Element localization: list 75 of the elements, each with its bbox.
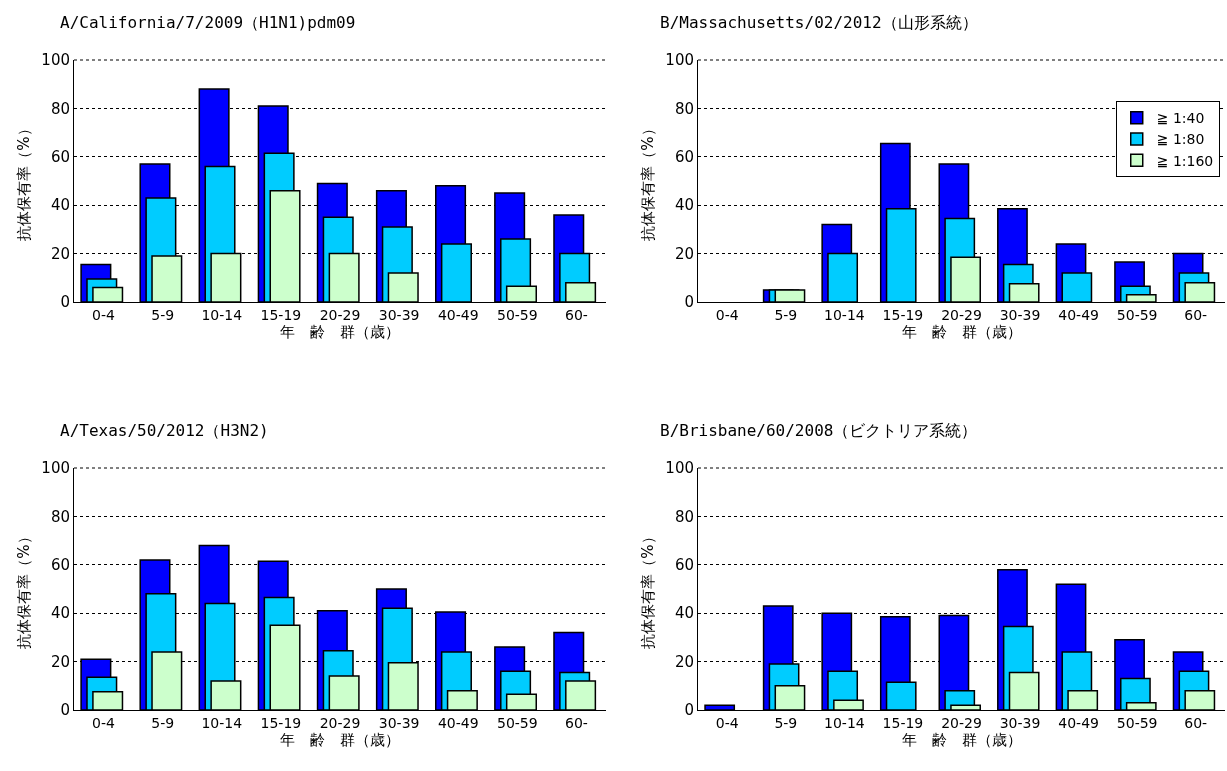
y-tick-label: 80: [674, 99, 694, 118]
y-tick-label: 0: [684, 701, 694, 720]
y-tick-label: 60: [674, 148, 694, 167]
x-tick-label: 60-: [565, 306, 588, 323]
legend-label: ≧ 1:80: [1156, 131, 1205, 148]
x-tick-label: 30-39: [378, 714, 420, 731]
x-tick-label: 30-39: [999, 306, 1041, 323]
x-tick-label: 5-9: [774, 306, 798, 323]
y-axis-title: 抗体保有率（%）: [14, 529, 33, 649]
y-tick-label: 80: [50, 99, 70, 118]
y-tick-label: 80: [50, 507, 70, 526]
x-axis-title: 年 齢 群（歳）: [280, 322, 400, 341]
x-tick-label: 40-49: [1058, 306, 1099, 323]
legend-label: ≧ 1:40: [1156, 110, 1205, 127]
x-tick-label: 15-19: [882, 306, 924, 323]
y-tick-label: 60: [50, 556, 70, 575]
x-tick-label: 20-29: [941, 306, 982, 323]
y-axis-title: 抗体保有率（%）: [638, 529, 657, 649]
x-tick-label: 5-9: [774, 714, 798, 731]
x-tick-label: 30-39: [378, 306, 420, 323]
x-tick-label: 10-14: [201, 306, 243, 323]
chart-title: A/California/7/2009（H1N1)pdm09: [60, 12, 356, 32]
chart-title: B/Brisbane/60/2008（ビクトリア系統）: [660, 420, 978, 440]
x-tick-label: 15-19: [260, 306, 302, 323]
y-tick-label: 40: [674, 196, 694, 215]
x-tick-label: 30-39: [999, 714, 1041, 731]
y-tick-label: 80: [674, 507, 694, 526]
x-tick-label: 0-4: [715, 714, 739, 731]
x-axis-title: 年 齢 群（歳）: [280, 730, 400, 749]
y-tick-label: 20: [674, 244, 694, 263]
y-tick-label: 40: [674, 604, 694, 623]
y-tick-label: 40: [50, 604, 70, 623]
y-tick-label: 0: [60, 701, 70, 720]
y-tick-label: 100: [41, 459, 70, 478]
x-tick-label: 40-49: [437, 306, 479, 323]
x-tick-label: 50-59: [496, 306, 538, 323]
y-tick-label: 20: [674, 652, 694, 671]
x-tick-label: 50-59: [496, 714, 538, 731]
x-tick-label: 10-14: [824, 714, 865, 731]
y-tick-label: 20: [50, 652, 70, 671]
x-tick-label: 0-4: [715, 306, 739, 323]
x-tick-label: 60-: [1184, 714, 1208, 731]
y-tick-label: 100: [665, 459, 694, 478]
x-tick-label: 0-4: [92, 306, 116, 323]
chart-title: B/Massachusetts/02/2012（山形系統）: [660, 12, 978, 32]
x-tick-label: 60-: [565, 714, 588, 731]
x-tick-label: 15-19: [260, 714, 302, 731]
y-tick-label: 20: [50, 244, 70, 263]
x-tick-label: 40-49: [1058, 714, 1099, 731]
y-tick-label: 0: [60, 293, 70, 312]
x-tick-label: 10-14: [824, 306, 865, 323]
y-tick-label: 40: [50, 196, 70, 215]
x-tick-label: 5-9: [151, 714, 175, 731]
y-tick-label: 60: [674, 556, 694, 575]
x-tick-label: 20-29: [319, 306, 361, 323]
y-axis-title: 抗体保有率（%）: [14, 121, 33, 241]
x-tick-label: 50-59: [1116, 306, 1158, 323]
x-tick-label: 15-19: [882, 714, 924, 731]
y-tick-label: 0: [684, 293, 694, 312]
x-tick-label: 0-4: [92, 714, 116, 731]
x-tick-label: 20-29: [941, 714, 982, 731]
x-tick-label: 50-59: [1116, 714, 1158, 731]
y-tick-label: 100: [665, 51, 694, 70]
x-tick-label: 40-49: [437, 714, 479, 731]
x-axis-title: 年 齢 群（歳）: [901, 730, 1022, 749]
x-tick-label: 60-: [1184, 306, 1208, 323]
y-axis-title: 抗体保有率（%）: [638, 121, 657, 241]
x-tick-label: 5-9: [151, 306, 175, 323]
y-tick-label: 60: [50, 148, 70, 167]
x-tick-label: 10-14: [201, 714, 243, 731]
x-axis-title: 年 齢 群（歳）: [901, 322, 1022, 341]
chart-title: A/Texas/50/2012（H3N2): [60, 420, 269, 440]
y-tick-label: 100: [41, 51, 70, 70]
x-tick-label: 20-29: [319, 714, 361, 731]
legend-label: ≧ 1:160: [1156, 152, 1214, 169]
